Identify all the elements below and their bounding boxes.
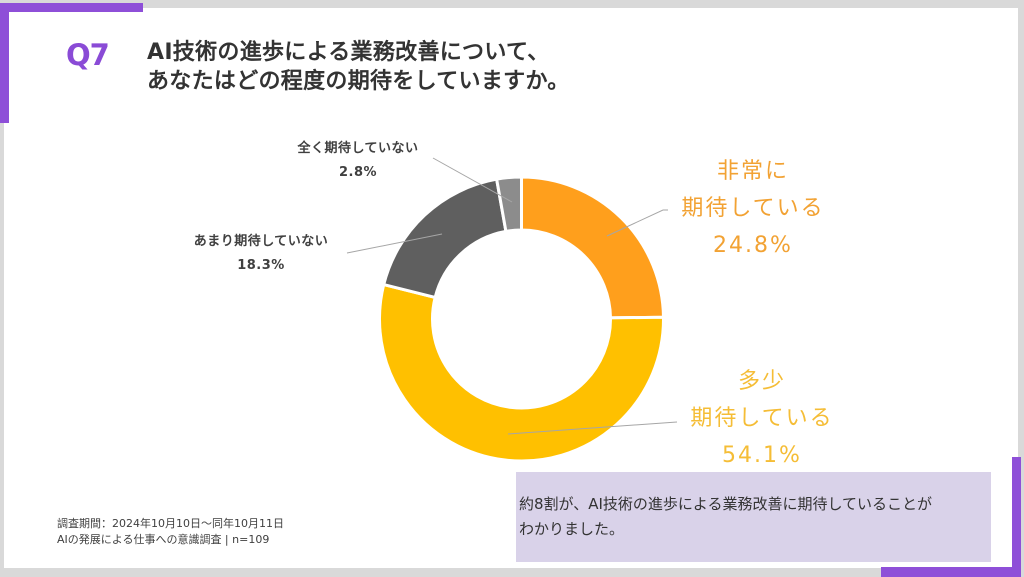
leader-lines [346, 157, 678, 435]
survey-name: AIの発展による仕事への意識調査 | n=109 [57, 533, 270, 546]
data-label-not-at-all: 全く期待していない 2.8% [283, 137, 433, 185]
leader-line-not-at-all [432, 157, 513, 203]
data-label-value: 24.8% [713, 233, 793, 258]
data-label-not-much: あまり期待していない 18.3% [176, 230, 346, 278]
slice-very-much [520, 175, 666, 320]
summary-line: わかりました。 [519, 520, 625, 538]
data-label-text: 期待している [690, 406, 834, 431]
corner-accent-left [0, 3, 9, 123]
question-title: AI技術の進歩による業務改善について、 あなたはどの程度の期待をしていますか。 [147, 38, 570, 96]
data-label-value: 18.3% [237, 258, 285, 273]
data-label-text: 全く期待していない [297, 141, 419, 156]
corner-accent-right [1012, 457, 1021, 577]
data-label-value: 2.8% [338, 165, 378, 180]
donut-slices [378, 175, 666, 463]
question-title-line: あなたはどの程度の期待をしていますか。 [147, 69, 570, 94]
data-label-text: 非常に [716, 159, 789, 184]
data-label-value: 54.1% [722, 443, 802, 468]
slice-somewhat [378, 282, 665, 463]
data-label-text: 多少 [737, 369, 786, 394]
leader-line-very-much [606, 209, 668, 237]
slice-not-at-all [494, 175, 523, 234]
survey-period: 調査期間：2024年10月10日～同年10月11日 [57, 517, 284, 530]
corner-accent-top [0, 3, 143, 12]
question-title-line: AI技術の進歩による業務改善について、 [147, 40, 550, 65]
summary-box: 約8割が、AI技術の進歩による業務改善に期待していることが わかりました。 [516, 472, 991, 562]
slice-not-much [381, 177, 508, 300]
data-label-very-much: 非常に 期待している 24.8% [663, 153, 843, 264]
summary-line: 約8割が、AI技術の進歩による業務改善に期待していることが [519, 495, 933, 513]
corner-accent-bottom [881, 567, 1021, 577]
survey-footnote: 調査期間：2024年10月10日～同年10月11日 AIの発展による仕事への意識… [57, 516, 284, 548]
data-label-somewhat: 多少 期待している 54.1% [672, 363, 852, 474]
leader-line-not-much [346, 233, 443, 254]
data-label-text: あまり期待していない [193, 234, 329, 249]
leader-line-somewhat [507, 421, 678, 435]
data-label-text: 期待している [681, 196, 825, 221]
question-number: Q7 [66, 38, 110, 72]
